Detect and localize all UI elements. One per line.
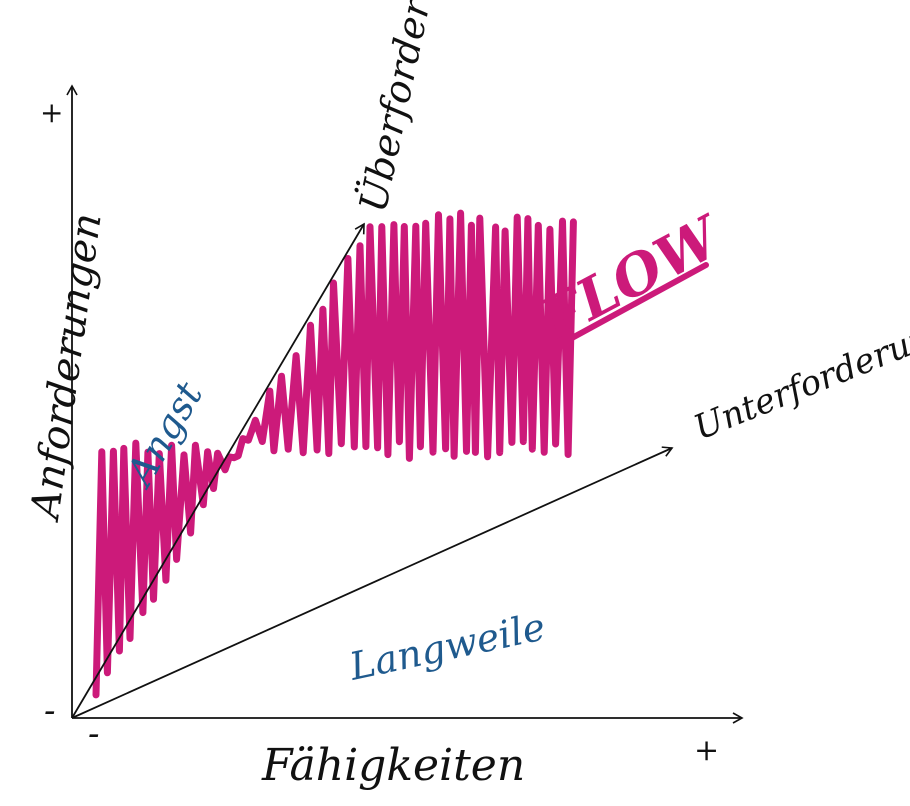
x-axis-title: Fähigkeiten [261,740,525,791]
underload-line [71,446,674,719]
flow-hatch-stroke [92,209,577,699]
underload-label: Unterforderung [688,309,910,449]
y-axis-title: Anforderungen [22,210,111,525]
x-minus-label: - [88,714,100,754]
boredom-label: Langweile [345,604,549,689]
y-plus-label: + [40,96,63,129]
overload-line [71,222,365,719]
x-plus-label: + [694,733,719,768]
flow-underline [569,262,709,341]
y-minus-label: - [44,691,56,731]
overload-label: Überforderung [351,0,454,216]
flow-channel-hatching [92,209,577,699]
